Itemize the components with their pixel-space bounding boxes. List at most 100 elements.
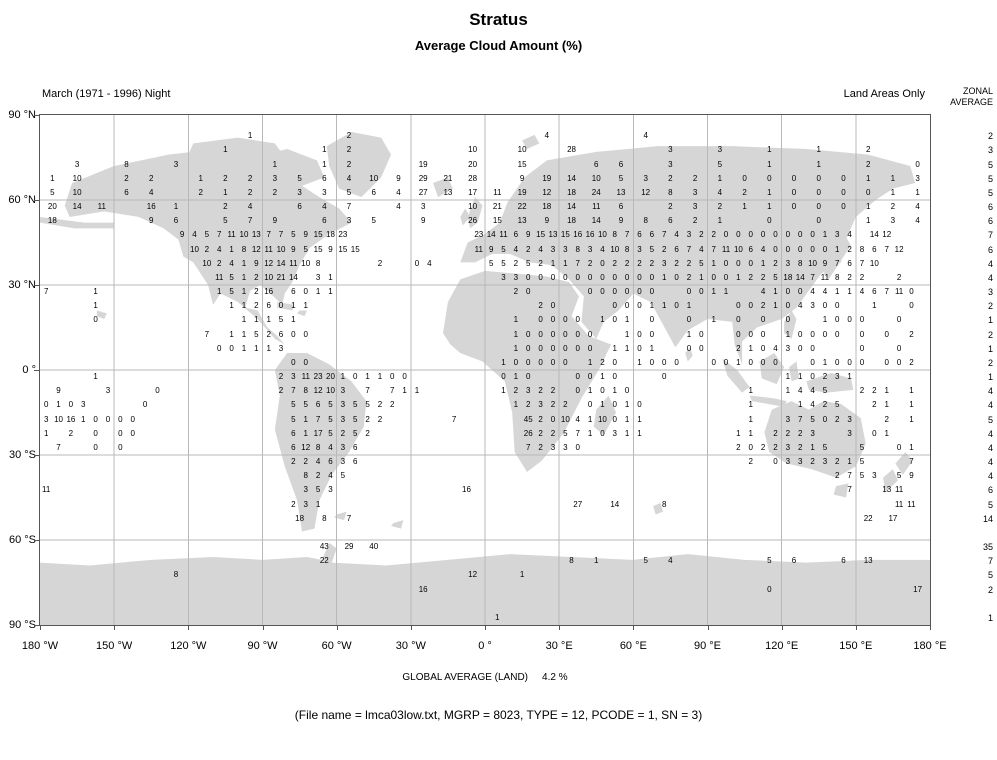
grid-cell-value: 0: [810, 357, 815, 367]
grid-cell-value: 1: [241, 301, 247, 311]
grid-cell-value: 21: [492, 202, 502, 212]
grid-cell-value: 1: [773, 301, 778, 311]
grid-cell-value: 4: [915, 216, 920, 226]
grid-cell-value: 10: [597, 414, 607, 424]
grid-cell-value: 3: [291, 372, 296, 382]
grid-cell-value: 0: [859, 315, 865, 325]
grid-cell-value: 0: [723, 230, 729, 240]
grid-cell-value: 4: [217, 244, 222, 254]
zonal-average-value: 1: [987, 612, 993, 623]
zonal-average-value: 6: [987, 244, 993, 255]
grid-cell-value: 2: [538, 414, 543, 424]
grid-cell-value: 15: [560, 230, 570, 240]
grid-cell-value: 7: [247, 216, 253, 226]
grid-cell-value: 9: [254, 258, 259, 268]
grid-cell-value: 0: [130, 428, 135, 438]
grid-cell-value: 0: [896, 315, 902, 325]
grid-cell-value: 0: [575, 343, 580, 353]
grid-cell-value: 1: [587, 357, 593, 367]
grid-cell-value: 1: [229, 301, 234, 311]
grid-cell-value: 0: [637, 272, 642, 282]
latitude-tick: [34, 455, 39, 456]
grid-cell-value: 2: [692, 216, 698, 226]
grid-cell-value: 0: [748, 329, 753, 339]
grid-cell-value: 1: [173, 202, 179, 212]
grid-cell-value: 5: [822, 386, 828, 396]
grid-cell-value: 3: [328, 485, 333, 495]
grid-cell-value: 2: [149, 173, 154, 183]
grid-cell-value: 8: [668, 187, 673, 197]
grid-cell-value: 1: [785, 372, 791, 382]
grid-cell-value: 6: [872, 244, 877, 254]
grid-cell-value: 0: [587, 272, 593, 282]
grid-cell-value: 3: [420, 202, 426, 212]
grid-cell-value: 45: [523, 414, 533, 424]
grid-cell-value: 2: [538, 442, 543, 452]
grid-cell-value: 3: [43, 414, 49, 424]
grid-cell-value: 5: [643, 556, 648, 566]
grid-cell-value: 1: [748, 414, 753, 424]
grid-cell-value: 1: [254, 315, 259, 325]
grid-cell-value: 4: [538, 244, 543, 254]
grid-cell-value: 13: [251, 230, 261, 240]
grid-cell-value: 0: [526, 372, 531, 382]
grid-cell-value: 0: [118, 414, 123, 424]
grid-cell-value: 0: [736, 329, 741, 339]
grid-cell-value: 1: [587, 386, 593, 396]
longitude-tick: [633, 626, 635, 630]
grid-cell-value: 27: [418, 187, 428, 197]
zonal-average-value: 5: [987, 499, 993, 510]
grid-cell-value: 2: [254, 301, 259, 311]
grid-cell-value: 9: [396, 173, 401, 183]
grid-cell-value: 0: [637, 343, 642, 353]
grid-cell-value: 0: [130, 414, 135, 424]
grid-cell-value: 0: [575, 442, 580, 452]
land-tasmania: [833, 483, 849, 498]
grid-cell-value: 8: [643, 216, 648, 226]
grid-cell-value: 1: [513, 372, 519, 382]
grid-cell-value: 0: [785, 287, 791, 297]
grid-cell-value: 3: [810, 428, 815, 438]
grid-cell-value: 3: [105, 386, 111, 396]
grid-cell-value: 3: [890, 216, 896, 226]
grid-cell-value: 2: [711, 230, 716, 240]
grid-cell-value: 0: [816, 173, 821, 183]
grid-cell-value: 0: [748, 230, 753, 240]
grid-cell-value: 0: [105, 414, 111, 424]
grid-cell-value: 0: [217, 343, 222, 353]
grid-cell-value: 0: [649, 329, 655, 339]
longitude-tick-label: 60 °E: [619, 640, 647, 652]
grid-cell-value: 0: [563, 357, 568, 367]
grid-cell-value: 6: [322, 173, 327, 183]
grid-cell-value: 7: [575, 258, 580, 268]
grid-cell-value: 21: [276, 272, 286, 282]
grid-cell-value: 10: [72, 187, 82, 197]
grid-cell-value: 2: [692, 173, 698, 183]
zonal-average-value: 3: [987, 287, 993, 298]
grid-cell-value: 2: [291, 457, 296, 467]
grid-cell-value: 5: [291, 414, 296, 424]
grid-cell-value: 4: [810, 400, 815, 410]
grid-cell-value: 0: [550, 272, 556, 282]
grid-cell-value: 5: [365, 400, 370, 410]
grid-cell-value: 2: [884, 414, 889, 424]
grid-cell-value: 0: [550, 414, 556, 424]
grid-cell-value: 0: [816, 187, 821, 197]
grid-cell-value: 1: [600, 400, 605, 410]
grid-cell-value: 26: [468, 216, 478, 226]
grid-cell-value: 9: [909, 471, 914, 481]
grid-cell-value: 1: [637, 428, 642, 438]
grid-cell-value: 5: [297, 173, 302, 183]
longitude-tick-label: 180 °W: [21, 640, 59, 652]
grid-cell-value: 2: [773, 428, 778, 438]
grid-cell-value: 1: [711, 258, 716, 268]
grid-cell-value: 9: [179, 230, 185, 240]
grid-cell-value: 1: [890, 187, 896, 197]
grid-cell-value: 7: [526, 442, 531, 452]
grid-cell-value: 3: [322, 187, 327, 197]
grid-cell-value: 5: [501, 244, 506, 254]
grid-cell-value: 7: [451, 414, 457, 424]
grid-cell-value: 1: [767, 159, 772, 169]
grid-cell-value: 8: [859, 244, 865, 254]
